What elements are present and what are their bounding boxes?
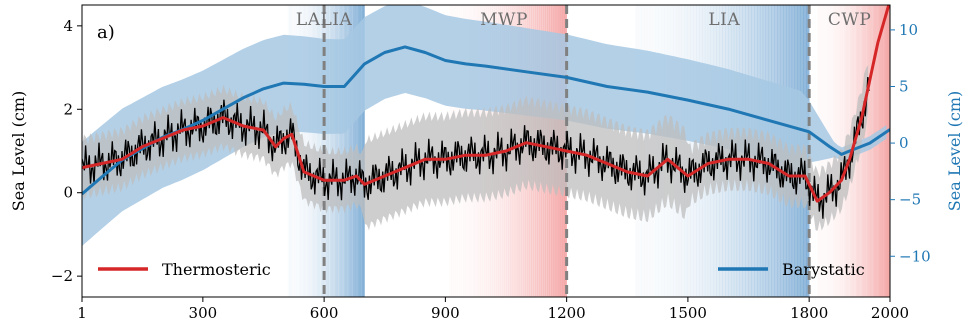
period-label-mwp: MWP: [480, 10, 528, 30]
axes: 1 300 600 900 1200 1500 1800 2000 −2 0 2 4 −10 −5 0 5 10: [51, 17, 931, 322]
legend-label-barystatic: Barystatic: [782, 260, 865, 279]
y-tick-label-right: 0: [899, 134, 909, 152]
period-labels: LALIA MWP LIA CWP: [296, 10, 871, 30]
y-tick-label-right: 5: [899, 77, 909, 95]
y-axis-title-right: Sea Level (cm): [945, 91, 964, 211]
y-tick-label-right: 10: [899, 21, 918, 39]
x-tick-label-1200: 1200: [548, 304, 586, 322]
period-label-cwp: CWP: [828, 10, 871, 30]
y-tick-label-left: −2: [51, 267, 73, 285]
period-label-lia: LIA: [708, 10, 740, 30]
legend-entry-thermosteric: Thermosteric: [98, 260, 271, 279]
y-tick-label-left: 0: [63, 184, 73, 202]
legend: Thermosteric Barystatic: [98, 260, 865, 279]
x-tick-label-600: 600: [310, 304, 339, 322]
x-tick-label-1: 1: [77, 304, 87, 322]
panel-label: a): [97, 22, 115, 43]
x-tick-label-1500: 1500: [669, 304, 707, 322]
legend-entry-barystatic: Barystatic: [718, 260, 865, 279]
y-tick-label-left: 4: [63, 17, 73, 35]
y-tick-label-right: −10: [899, 247, 931, 265]
x-tick-label-2000: 2000: [871, 304, 909, 322]
plot-frame: [81, 4, 891, 298]
y-axis-title-left: Sea Level (cm): [9, 91, 28, 211]
x-tick-label-1800: 1800: [790, 304, 828, 322]
y-tick-label-left: 2: [63, 100, 73, 118]
barystatic-line: [82, 45, 890, 196]
series-lines: [82, 5, 890, 219]
x-tick-label-900: 900: [431, 304, 460, 322]
period-label-lalia: LALIA: [296, 10, 353, 30]
thermosteric-line: [82, 5, 890, 203]
barystatic-uncertainty-band: [82, 5, 887, 247]
y-tick-label-right: −5: [899, 191, 921, 209]
legend-label-thermosteric: Thermosteric: [162, 260, 271, 279]
x-tick-label-300: 300: [189, 304, 218, 322]
